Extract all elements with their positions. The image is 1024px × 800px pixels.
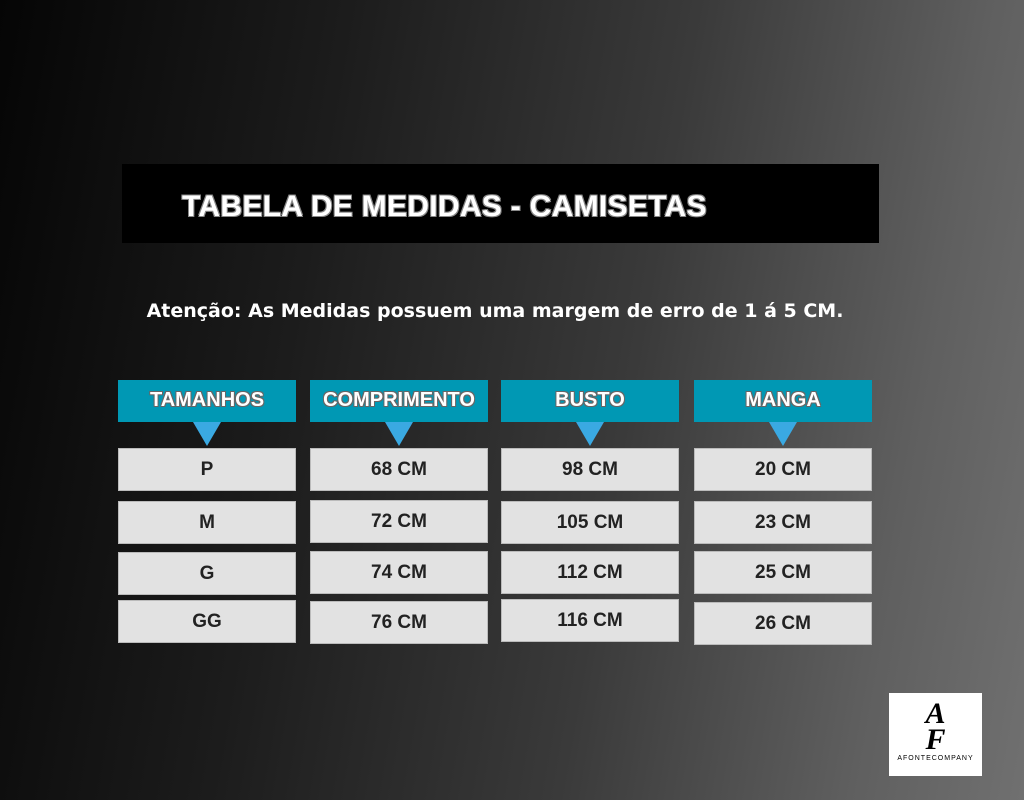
table-cell: M — [118, 501, 296, 544]
table-cell: GG — [118, 600, 296, 643]
table-cell: P — [118, 448, 296, 491]
column-busto: BUSTO 98 CM 105 CM 112 CM 116 CM — [501, 380, 679, 642]
column-header: TAMANHOS — [118, 380, 296, 422]
column-manga: MANGA 20 CM 23 CM 25 CM 26 CM — [694, 380, 872, 645]
table-cell: 23 CM — [694, 501, 872, 544]
page-title: TABELA DE MEDIDAS - CAMISETAS — [182, 190, 707, 223]
table-cell: 76 CM — [310, 601, 488, 644]
notice-text: Atenção: As Medidas possuem uma margem d… — [146, 300, 844, 322]
table-cell: 20 CM — [694, 448, 872, 491]
column-comprimento: COMPRIMENTO 68 CM 72 CM 74 CM 76 CM — [310, 380, 488, 644]
table-cell: 25 CM — [694, 551, 872, 594]
table-cell: 74 CM — [310, 551, 488, 594]
column-tamanhos: TAMANHOS P M G GG — [118, 380, 296, 643]
arrow-down-icon — [385, 422, 413, 446]
table-cell: 98 CM — [501, 448, 679, 491]
arrow-down-icon — [193, 422, 221, 446]
table-cell: G — [118, 552, 296, 595]
arrow-down-icon — [576, 422, 604, 446]
table-cell: 112 CM — [501, 551, 679, 594]
title-banner: TABELA DE MEDIDAS - CAMISETAS — [122, 164, 879, 243]
table-cell: 72 CM — [310, 500, 488, 543]
arrow-down-icon — [769, 422, 797, 446]
column-header: BUSTO — [501, 380, 679, 422]
table-cell: 26 CM — [694, 602, 872, 645]
table-cell: 105 CM — [501, 501, 679, 544]
table-cell: 68 CM — [310, 448, 488, 491]
table-cell: 116 CM — [501, 599, 679, 642]
column-header: MANGA — [694, 380, 872, 422]
column-header: COMPRIMENTO — [310, 380, 488, 422]
logo-name: AFONTECOMPANY — [897, 755, 974, 762]
